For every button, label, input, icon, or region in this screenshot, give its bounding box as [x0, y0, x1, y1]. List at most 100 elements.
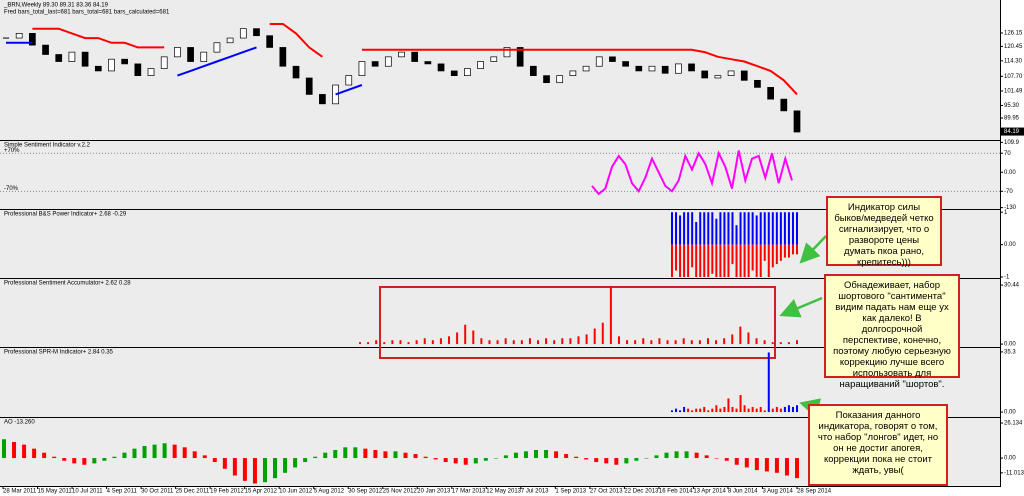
y-tick-label: 0.00: [1004, 456, 1016, 462]
panel-title: AO -13.260: [4, 420, 35, 426]
x-tick-label: 30 Sep 2012: [348, 489, 383, 495]
y-tick-label: -1: [1004, 275, 1010, 281]
x-tick-label: 16 Feb 2014: [659, 489, 693, 495]
bar: [703, 244, 706, 278]
panel-title: Simple Sentiment Indicator v.2.2: [4, 143, 91, 149]
candle: [609, 56, 616, 62]
panel-title: Professional B&S Power Indicator+ 2.68 -…: [4, 212, 127, 218]
bar: [787, 244, 790, 258]
bar: [690, 340, 693, 345]
bar: [735, 244, 738, 278]
candle: [371, 61, 379, 67]
candle: [345, 75, 353, 86]
y-tick-label: 70: [1004, 151, 1011, 157]
candle: [780, 98, 788, 112]
bar: [695, 408, 698, 413]
candle: [503, 47, 511, 58]
bar: [674, 340, 677, 345]
candle: [121, 58, 129, 65]
bar: [537, 340, 540, 345]
bar: [707, 212, 710, 245]
bar: [739, 395, 742, 413]
bar: [783, 212, 786, 245]
bar: [695, 244, 698, 278]
candle: [94, 65, 102, 72]
price-tag-label: 84.19: [1004, 129, 1020, 135]
bar: [2, 439, 6, 459]
x-tick-label: 7 Jul 2013: [521, 489, 549, 495]
candle: [42, 44, 49, 55]
bar: [723, 338, 726, 345]
bar: [771, 244, 774, 268]
bar: [723, 244, 726, 278]
bar: [363, 448, 368, 459]
bar: [544, 449, 549, 459]
candle: [292, 65, 300, 79]
bar: [775, 212, 778, 245]
bar: [731, 212, 734, 245]
bar: [698, 340, 701, 345]
y-tick-label: 1: [1004, 210, 1008, 216]
y-tick-label: 126.15: [1004, 31, 1023, 37]
bar: [763, 244, 766, 261]
bar: [415, 340, 418, 345]
bar: [683, 244, 686, 278]
bar: [703, 406, 706, 413]
x-tick-label: 17 Mar 2013: [452, 489, 486, 495]
bar: [783, 244, 786, 258]
bar: [759, 406, 762, 413]
x-tick-label: 28 Sep 2014: [797, 489, 832, 495]
candle: [543, 75, 550, 84]
bar: [796, 340, 798, 345]
bar: [764, 458, 769, 472]
bar: [513, 452, 518, 459]
bar: [585, 334, 588, 345]
y-tick-label: 26.134: [1004, 421, 1023, 427]
candle: [187, 47, 194, 62]
candle: [398, 51, 405, 58]
bar: [407, 342, 410, 345]
bar: [671, 244, 673, 278]
bar: [744, 458, 749, 468]
bar: [687, 408, 690, 413]
candle: [358, 61, 366, 76]
bar: [383, 342, 386, 345]
candle: [740, 70, 748, 81]
candle: [305, 77, 313, 95]
candle: [450, 70, 458, 76]
candle: [516, 47, 524, 67]
y-tick-label: 30.44: [1004, 283, 1020, 289]
bar: [675, 244, 678, 271]
bar: [743, 212, 746, 245]
bar: [684, 451, 689, 459]
bar: [577, 336, 580, 345]
bar: [626, 340, 629, 345]
bar: [754, 458, 759, 471]
candle: [569, 70, 577, 76]
candle: [648, 65, 656, 72]
bar: [232, 458, 237, 476]
bar: [719, 212, 722, 245]
bar: [359, 342, 361, 345]
bar: [122, 452, 127, 459]
bar: [724, 458, 729, 461]
price-tag: [1001, 127, 1024, 136]
bar: [671, 212, 673, 245]
bar: [634, 458, 639, 461]
x-tick-label: 30 Oct 2011: [141, 489, 174, 495]
bar: [375, 340, 378, 345]
bar: [609, 285, 612, 345]
bar: [787, 405, 790, 413]
bar: [727, 398, 730, 413]
bar: [711, 408, 714, 413]
candle: [266, 35, 274, 48]
x-tick-label: 15 May 2011: [38, 489, 73, 495]
stop-line: [32, 23, 798, 96]
bar: [399, 340, 402, 345]
bar: [391, 340, 394, 345]
axis-background: [1000, 0, 1024, 496]
bar: [496, 340, 499, 345]
bar: [796, 212, 798, 245]
bar: [735, 225, 738, 245]
